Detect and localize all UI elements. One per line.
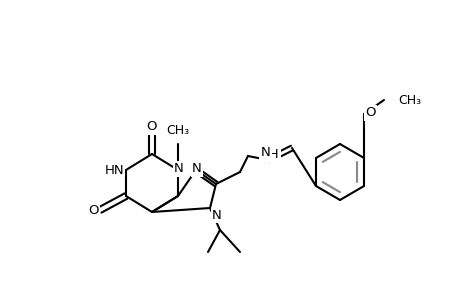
Text: N: N (174, 163, 184, 176)
Text: CH₃: CH₃ (397, 94, 420, 106)
Text: N: N (212, 209, 221, 222)
Text: N: N (261, 146, 270, 158)
Text: HN: HN (104, 164, 124, 176)
Text: CH₃: CH₃ (166, 124, 189, 137)
Text: O: O (88, 203, 99, 217)
Text: O: O (364, 106, 375, 119)
Text: O: O (146, 121, 157, 134)
Text: N: N (192, 163, 202, 176)
Text: NH: NH (259, 148, 279, 161)
